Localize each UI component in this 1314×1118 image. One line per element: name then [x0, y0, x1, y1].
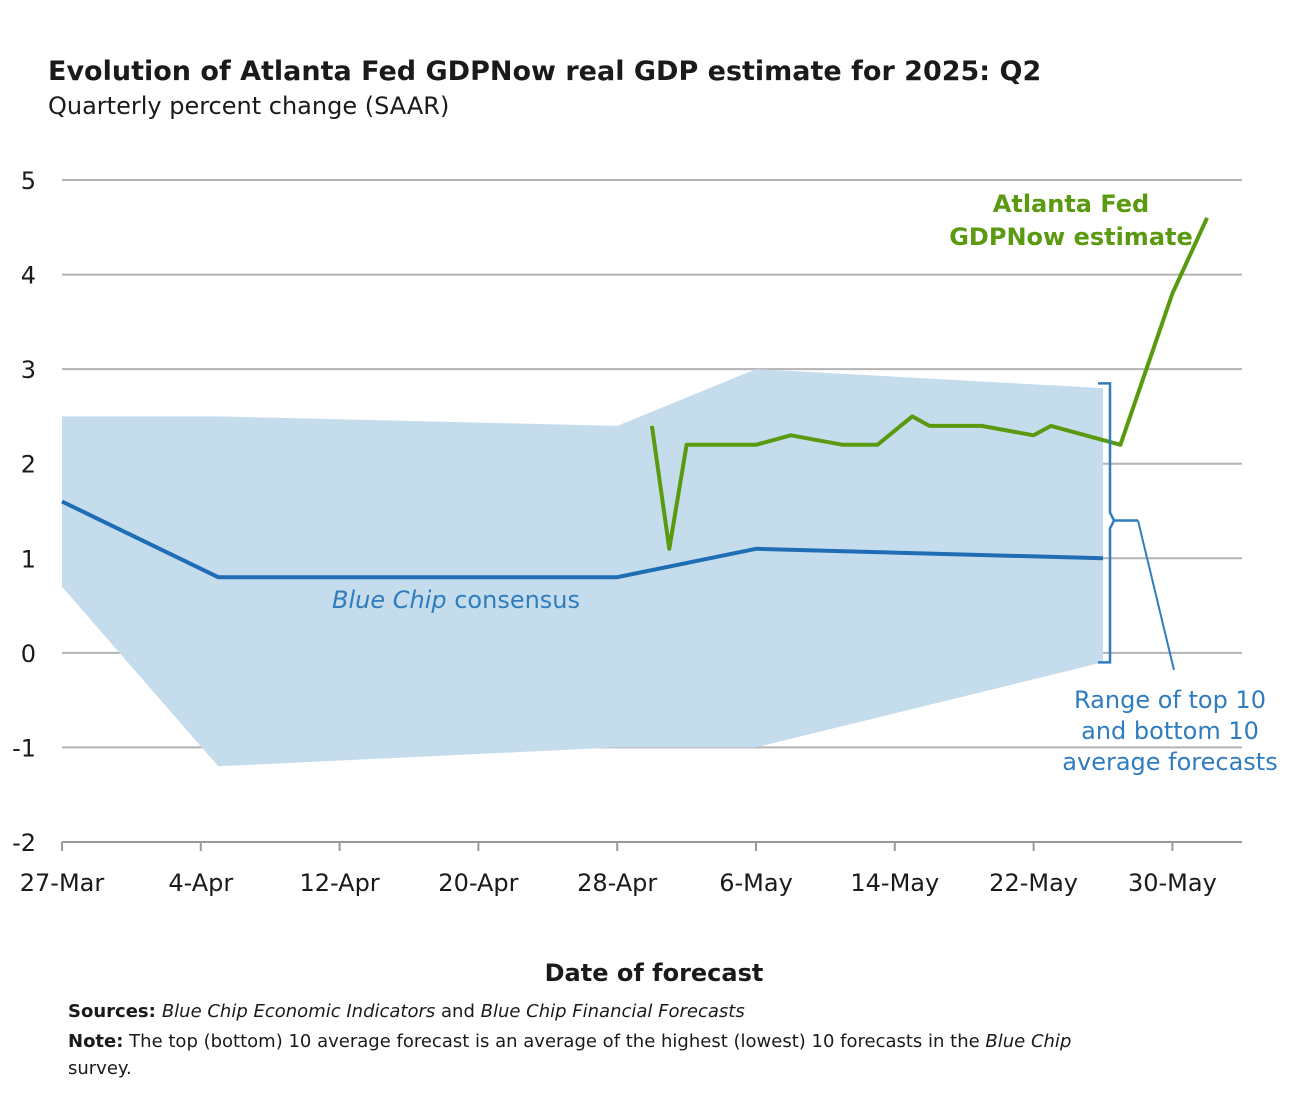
- x-tick-label: 4-Apr: [168, 869, 233, 897]
- y-tick-label: 3: [21, 356, 36, 384]
- x-axis-label: Date of forecast: [545, 959, 764, 987]
- range-label-line1: Range of top 10: [1074, 686, 1266, 714]
- y-tick-label: 4: [21, 262, 36, 290]
- sources-text-1: Blue Chip Economic Indicators: [162, 1001, 435, 1022]
- chart-title: Evolution of Atlanta Fed GDPNow real GDP…: [48, 56, 1041, 87]
- y-tick-label: 2: [21, 451, 36, 479]
- bluechip-label-rest: consensus: [447, 586, 580, 614]
- x-tick-label: 30-May: [1128, 869, 1217, 897]
- range-label-line2: and bottom 10: [1081, 717, 1259, 745]
- sources-text-3: Blue Chip Financial Forecasts: [481, 1001, 745, 1022]
- x-tick-label: 27-Mar: [20, 869, 105, 897]
- gdpnow-estimate-line: [649, 216, 1209, 551]
- footer-note-line2: survey.: [68, 1058, 132, 1079]
- x-tick-label: 20-Apr: [438, 869, 518, 897]
- gdpnow-label-line1: Atlanta Fed: [993, 190, 1149, 218]
- note-label: Note:: [68, 1031, 123, 1052]
- sources-text-2: and: [435, 1001, 480, 1022]
- range-leader-line: [1137, 520, 1175, 671]
- bluechip-consensus-line: [61, 499, 1104, 580]
- note-text-2: Blue Chip: [985, 1031, 1071, 1052]
- y-tick-label: 1: [21, 545, 36, 573]
- x-tick-label: 22-May: [989, 869, 1078, 897]
- range-label-line3: average forecasts: [1062, 748, 1277, 776]
- sources-label: Sources:: [68, 1001, 156, 1022]
- y-tick-label: 5: [21, 167, 36, 195]
- gdpnow-label-line2: GDPNow estimate: [949, 223, 1193, 251]
- chart-subtitle: Quarterly percent change (SAAR): [48, 92, 449, 120]
- bluechip-label-italic: Blue Chip: [332, 586, 447, 614]
- range-band: [62, 369, 1103, 767]
- footer-sources: Sources: Blue Chip Economic Indicators an…: [68, 1001, 745, 1022]
- footer-note: Note: The top (bottom) 10 average foreca…: [68, 1031, 1071, 1052]
- y-tick-label: -2: [12, 829, 36, 857]
- y-tick-label: -1: [12, 734, 36, 762]
- note-text-1: The top (bottom) 10 average forecast is …: [123, 1031, 985, 1052]
- x-tick-label: 12-Apr: [299, 869, 379, 897]
- x-axis: 27-Mar 4-Apr 12-Apr 20-Apr 28-Apr 6-May 14-May…: [20, 841, 1242, 897]
- bluechip-label: Blue Chip consensus: [332, 586, 580, 614]
- range-band-area: [62, 369, 1103, 767]
- y-axis: 5 4 3 2 1 0 -1 -2: [12, 167, 36, 857]
- range-bracket: [1098, 382, 1175, 671]
- x-tick-label: 14-May: [850, 869, 939, 897]
- y-tick-label: 0: [21, 640, 36, 668]
- series: [61, 216, 1209, 580]
- x-tick-label: 6-May: [719, 869, 793, 897]
- x-tick-label: 28-Apr: [577, 869, 657, 897]
